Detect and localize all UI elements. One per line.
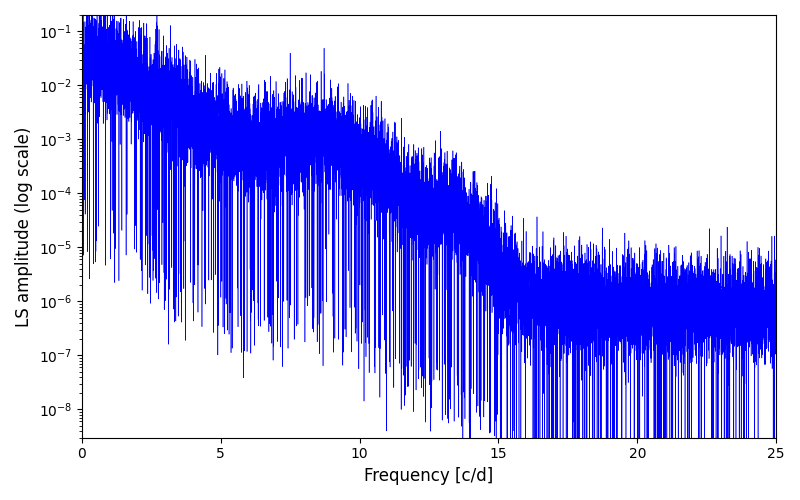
X-axis label: Frequency [c/d]: Frequency [c/d] bbox=[364, 467, 494, 485]
Y-axis label: LS amplitude (log scale): LS amplitude (log scale) bbox=[15, 126, 33, 326]
